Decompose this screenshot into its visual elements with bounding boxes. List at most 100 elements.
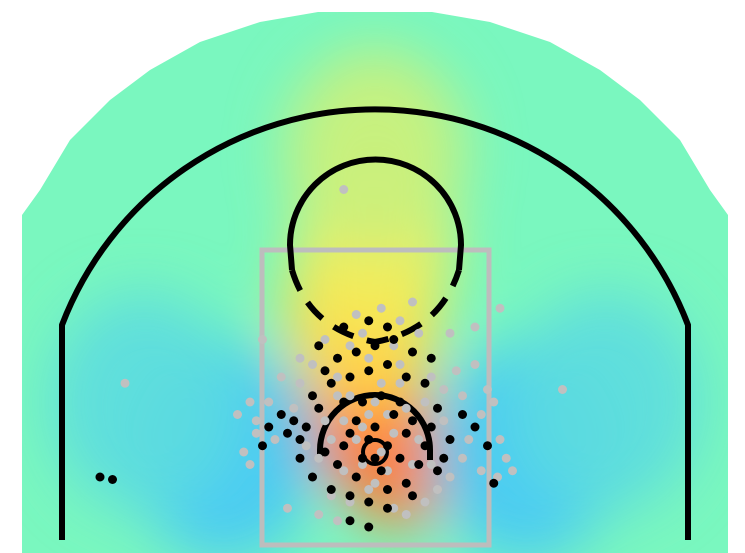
made-shot-point (364, 435, 374, 444)
made-shot-point (408, 416, 417, 426)
made-shot-point (333, 460, 342, 469)
made-shot-point (401, 478, 411, 488)
missed-shot-point (395, 360, 405, 369)
made-shot-point (289, 416, 299, 426)
missed-shot-point (264, 397, 274, 407)
missed-shot-point (408, 297, 417, 307)
missed-shot-point (414, 435, 424, 444)
missed-shot-point (376, 303, 386, 313)
missed-shot-point (420, 397, 430, 407)
missed-shot-point (233, 410, 242, 419)
missed-shots (120, 185, 567, 526)
made-shot-point (314, 341, 324, 351)
missed-shot-point (251, 428, 261, 438)
missed-shot-point (339, 416, 349, 426)
missed-shot-point (395, 316, 405, 326)
missed-shot-point (401, 403, 411, 413)
made-shot-point (433, 403, 442, 413)
made-shot-point (345, 516, 355, 526)
made-shot-point (301, 422, 311, 432)
missed-shot-point (339, 185, 349, 194)
made-shot-point (345, 372, 355, 382)
missed-shot-point (426, 372, 436, 382)
missed-shot-point (364, 353, 374, 363)
made-shot-point (308, 391, 317, 401)
made-shot-point (395, 453, 405, 463)
made-shot-point (483, 441, 492, 451)
made-shot-point (395, 397, 405, 407)
missed-shot-point (439, 416, 449, 426)
made-shot-point (364, 366, 374, 376)
missed-shot-point (333, 372, 342, 382)
missed-shot-point (445, 472, 455, 482)
missed-shot-point (439, 385, 449, 394)
missed-shot-point (395, 378, 405, 388)
made-shot-point (295, 435, 305, 444)
missed-shot-point (433, 485, 442, 494)
missed-shot-point (489, 397, 499, 407)
made-shot-point (314, 403, 324, 413)
missed-shot-point (383, 410, 392, 419)
made-shot-point (376, 466, 386, 476)
made-shot-point (383, 485, 392, 494)
missed-shot-point (376, 378, 386, 388)
missed-shot-point (495, 435, 505, 444)
missed-shot-point (345, 497, 355, 507)
missed-shot-point (276, 372, 286, 382)
missed-shot-point (376, 447, 386, 457)
made-shot-point (383, 503, 392, 513)
missed-shot-point (464, 435, 474, 444)
made-shot-point (401, 372, 411, 382)
missed-shot-point (364, 410, 374, 419)
missed-shot-point (458, 391, 467, 401)
made-shot-point (95, 472, 105, 482)
missed-shot-point (370, 397, 380, 407)
made-shot-point (364, 497, 374, 507)
made-shot-point (426, 422, 436, 432)
missed-shot-point (283, 503, 292, 513)
missed-shot-point (339, 466, 349, 476)
made-shot-point (370, 341, 380, 351)
made-shot-point (295, 453, 305, 463)
missed-shot-point (333, 516, 342, 526)
missed-shot-point (458, 453, 467, 463)
made-shot-point (108, 475, 117, 484)
made-shot-point (408, 347, 417, 357)
missed-shot-point (301, 441, 311, 451)
missed-shot-point (370, 478, 380, 488)
made-shot-point (308, 472, 317, 482)
made-shots (95, 316, 499, 532)
made-shot-point (351, 472, 361, 482)
made-shot-point (276, 410, 286, 419)
missed-shot-point (351, 310, 361, 319)
made-shot-point (433, 466, 442, 476)
missed-shot-point (270, 435, 280, 444)
heatmap-cell (511, 292, 702, 512)
made-shot-point (383, 360, 392, 369)
made-shot-point (420, 378, 430, 388)
made-shot-point (364, 316, 374, 326)
free-throw-arc-top (286, 156, 465, 271)
missed-shot-point (345, 341, 355, 351)
missed-shot-point (401, 510, 411, 519)
missed-shot-point (245, 397, 255, 407)
missed-shot-point (426, 460, 436, 469)
missed-shot-point (245, 460, 255, 469)
made-shot-point (489, 478, 499, 488)
missed-shot-point (483, 385, 492, 394)
missed-shot-point (289, 403, 299, 413)
made-shot-point (339, 441, 349, 451)
missed-shot-point (495, 303, 505, 313)
made-shot-point (258, 441, 267, 451)
made-shot-point (414, 460, 424, 469)
heatmap-blobs (48, 48, 702, 553)
missed-shot-point (120, 378, 130, 388)
missed-shot-point (476, 410, 486, 419)
missed-shot-point (358, 460, 367, 469)
made-shot-point (351, 347, 361, 357)
missed-shot-point (308, 360, 317, 369)
missed-shot-point (314, 453, 324, 463)
